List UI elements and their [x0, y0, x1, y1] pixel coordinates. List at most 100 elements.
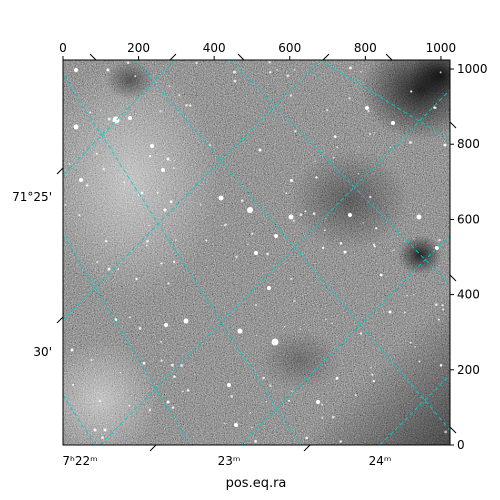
- star: [314, 160, 316, 163]
- star: [444, 430, 448, 434]
- star: [104, 239, 108, 243]
- star: [160, 341, 162, 343]
- star: [164, 323, 168, 327]
- star: [142, 361, 146, 365]
- coordinate-grid: [63, 60, 450, 445]
- star: [269, 384, 272, 388]
- star: [258, 148, 262, 152]
- star: [286, 74, 290, 78]
- wcs-edge-tick: [449, 426, 457, 434]
- star: [119, 371, 122, 374]
- star: [170, 363, 174, 367]
- star: [333, 135, 337, 138]
- star: [208, 143, 212, 147]
- star: [293, 68, 296, 71]
- star: [269, 71, 272, 74]
- star: [218, 195, 224, 201]
- star: [235, 255, 238, 258]
- star: [106, 68, 110, 72]
- star: [166, 400, 170, 404]
- star: [339, 440, 343, 443]
- star: [373, 132, 376, 134]
- star: [413, 238, 415, 240]
- dec-tick-label: 30': [33, 345, 52, 359]
- star: [180, 364, 184, 367]
- dec-tick-label: 71°25': [12, 190, 52, 204]
- grid-line: [99, 89, 450, 445]
- star: [321, 403, 323, 406]
- star: [357, 173, 360, 175]
- star: [323, 229, 326, 232]
- ra-tick-label: 23ᵐ: [218, 454, 241, 468]
- star: [437, 318, 440, 321]
- star: [247, 243, 249, 246]
- x-pixel-tick-label: 600: [278, 41, 301, 55]
- star: [268, 60, 271, 64]
- wcs-edge-tick: [385, 53, 393, 61]
- wcs-edge-tick: [303, 444, 311, 452]
- star: [107, 267, 111, 271]
- x-pixel-tick-label: 0: [59, 41, 67, 55]
- star: [443, 143, 447, 147]
- star: [138, 327, 142, 330]
- star: [367, 110, 370, 113]
- star: [148, 154, 152, 158]
- star: [325, 318, 327, 320]
- star: [103, 428, 107, 432]
- star: [156, 191, 159, 194]
- star: [369, 195, 372, 199]
- star: [290, 277, 293, 281]
- ra-tick-label: 24ᵐ: [369, 454, 392, 468]
- star: [414, 346, 416, 348]
- wcs-edge-tick: [149, 444, 157, 452]
- star: [372, 379, 375, 383]
- star: [418, 360, 421, 363]
- star: [271, 338, 279, 346]
- star: [266, 252, 269, 256]
- star: [148, 224, 150, 227]
- y-pixel-tick-label: 0: [457, 438, 465, 452]
- star: [150, 144, 154, 148]
- star: [435, 303, 438, 306]
- grid-line: [134, 60, 450, 431]
- star: [375, 227, 378, 230]
- star: [254, 439, 258, 443]
- star: [409, 141, 412, 144]
- wcs-edge-tick: [322, 53, 330, 61]
- star: [220, 224, 222, 227]
- star: [160, 359, 163, 362]
- star: [240, 199, 244, 202]
- star: [169, 200, 173, 204]
- grid-line: [239, 234, 450, 445]
- star: [254, 251, 258, 255]
- grid-line: [63, 394, 96, 445]
- star: [183, 318, 189, 324]
- star: [369, 132, 372, 136]
- star: [332, 415, 335, 419]
- x-pixel-tick-label: 400: [203, 41, 226, 55]
- y-pixel-tick-label: 600: [457, 212, 480, 226]
- star: [434, 246, 437, 249]
- y-pixel-tick-label: 800: [457, 137, 480, 151]
- star: [79, 178, 83, 182]
- star: [182, 390, 184, 393]
- star: [255, 334, 258, 336]
- star: [276, 69, 279, 71]
- star: [439, 71, 442, 74]
- star: [321, 416, 324, 419]
- star: [410, 90, 413, 93]
- star: [107, 117, 111, 121]
- star: [93, 428, 97, 432]
- star: [251, 232, 254, 235]
- star: [291, 390, 293, 392]
- star: [167, 282, 170, 285]
- star: [251, 426, 253, 429]
- star: [289, 94, 293, 97]
- star: [283, 326, 286, 328]
- plot-frame: [62, 59, 451, 446]
- star: [95, 152, 98, 155]
- star: [89, 111, 92, 114]
- star: [265, 400, 268, 403]
- star: [359, 332, 363, 335]
- star: [349, 66, 352, 70]
